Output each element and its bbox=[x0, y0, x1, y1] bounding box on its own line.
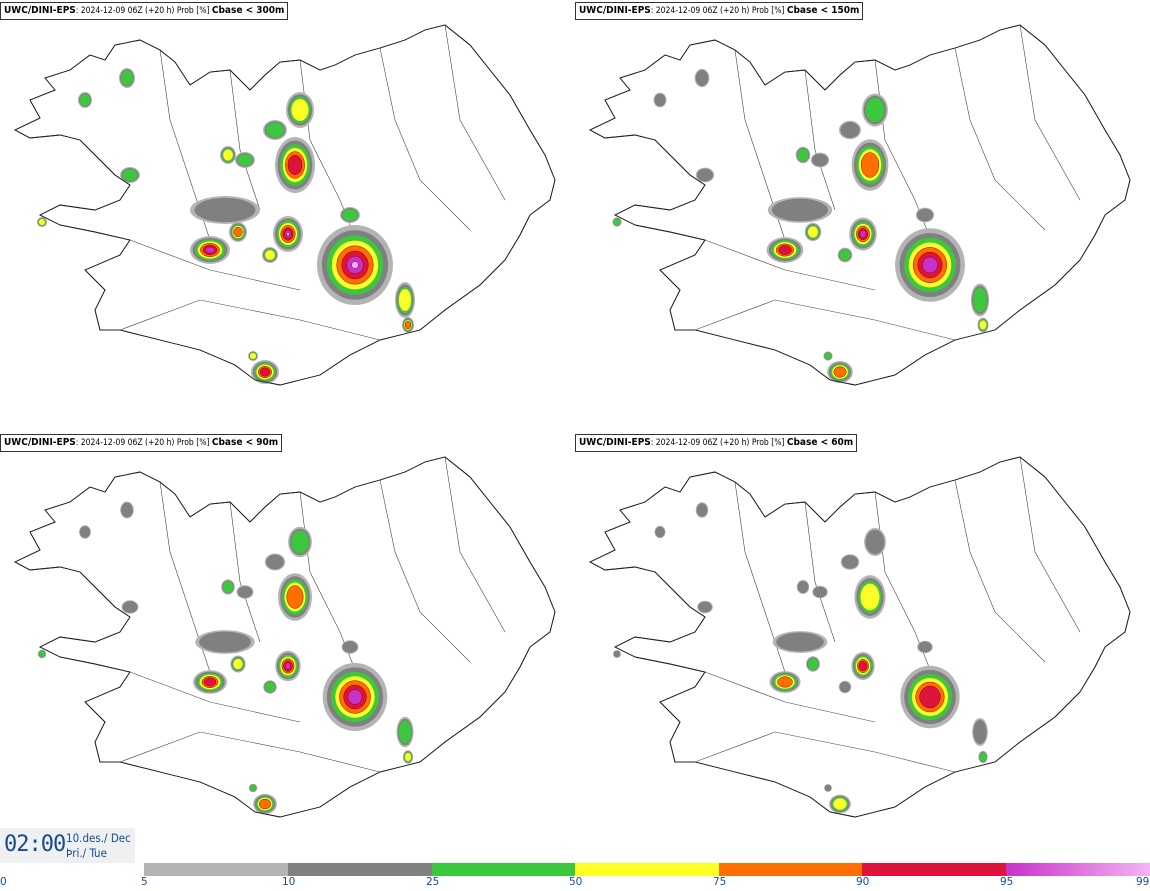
model-name: UWC/DINI-EPS bbox=[4, 5, 76, 16]
probability-legend: 0 5 10 25 50 75 90 95 99 bbox=[0, 863, 1150, 891]
legend-segment-75-90 bbox=[719, 863, 862, 876]
legend-segment-50-75 bbox=[575, 863, 719, 876]
legend-tick-95: 95 bbox=[1000, 876, 1014, 888]
legend-tick-25: 25 bbox=[426, 876, 440, 888]
legend-segment-5-10 bbox=[144, 863, 288, 876]
iceland-map bbox=[589, 24, 1131, 386]
valid-weekday: Þri./ Tue bbox=[66, 846, 107, 860]
run-info: : 2024-12-09 06Z (+20 h) Prob [%] bbox=[75, 6, 212, 16]
valid-date: 10.des./ Dec bbox=[66, 831, 131, 845]
legend-tick-75: 75 bbox=[713, 876, 727, 888]
threshold-label: Cbase < 60m bbox=[786, 437, 854, 448]
threshold-label: Cbase < 90m bbox=[211, 437, 279, 448]
legend-tick-10: 10 bbox=[282, 876, 296, 888]
map-panel-cbase-300m: UWC/DINI-EPS: 2024-12-09 06Z (+20 h) Pro… bbox=[0, 0, 575, 430]
run-info: : 2024-12-09 06Z (+20 h) Prob [%] bbox=[650, 438, 787, 448]
valid-time-box: 02:00 10.des./ Dec Þri./ Tue bbox=[0, 828, 135, 863]
legend-tick-90: 90 bbox=[856, 876, 870, 888]
legend-segment-90-95 bbox=[862, 863, 1006, 876]
map-panel-cbase-150m: UWC/DINI-EPS: 2024-12-09 06Z (+20 h) Pro… bbox=[575, 0, 1150, 430]
iceland-map bbox=[589, 456, 1131, 818]
valid-time-clock: 02:00 bbox=[4, 832, 66, 857]
run-info: : 2024-12-09 06Z (+20 h) Prob [%] bbox=[650, 6, 787, 16]
threshold-label: Cbase < 300m bbox=[211, 5, 285, 16]
panel-title: UWC/DINI-EPS: 2024-12-09 06Z (+20 h) Pro… bbox=[575, 2, 864, 20]
model-name: UWC/DINI-EPS bbox=[579, 437, 651, 448]
iceland-map bbox=[14, 24, 556, 386]
legend-tick-99: 99 bbox=[1136, 876, 1150, 888]
legend-segment-10-25 bbox=[288, 863, 432, 876]
threshold-label: Cbase < 150m bbox=[786, 5, 860, 16]
map-panel-cbase-60m: UWC/DINI-EPS: 2024-12-09 06Z (+20 h) Pro… bbox=[575, 432, 1150, 862]
iceland-map bbox=[14, 456, 556, 818]
panel-title: UWC/DINI-EPS: 2024-12-09 06Z (+20 h) Pro… bbox=[575, 434, 858, 452]
panel-title: UWC/DINI-EPS: 2024-12-09 06Z (+20 h) Pro… bbox=[0, 434, 283, 452]
run-info: : 2024-12-09 06Z (+20 h) Prob [%] bbox=[75, 438, 212, 448]
legend-tick-5: 5 bbox=[141, 876, 148, 888]
model-name: UWC/DINI-EPS bbox=[4, 437, 76, 448]
legend-segment-25-50 bbox=[432, 863, 575, 876]
legend-segment-95-99 bbox=[1006, 863, 1150, 876]
legend-tick-50: 50 bbox=[569, 876, 583, 888]
model-name: UWC/DINI-EPS bbox=[579, 5, 651, 16]
legend-tick-0: 0 bbox=[0, 876, 7, 888]
map-panel-cbase-90m: UWC/DINI-EPS: 2024-12-09 06Z (+20 h) Pro… bbox=[0, 432, 575, 862]
panel-title: UWC/DINI-EPS: 2024-12-09 06Z (+20 h) Pro… bbox=[0, 2, 289, 20]
